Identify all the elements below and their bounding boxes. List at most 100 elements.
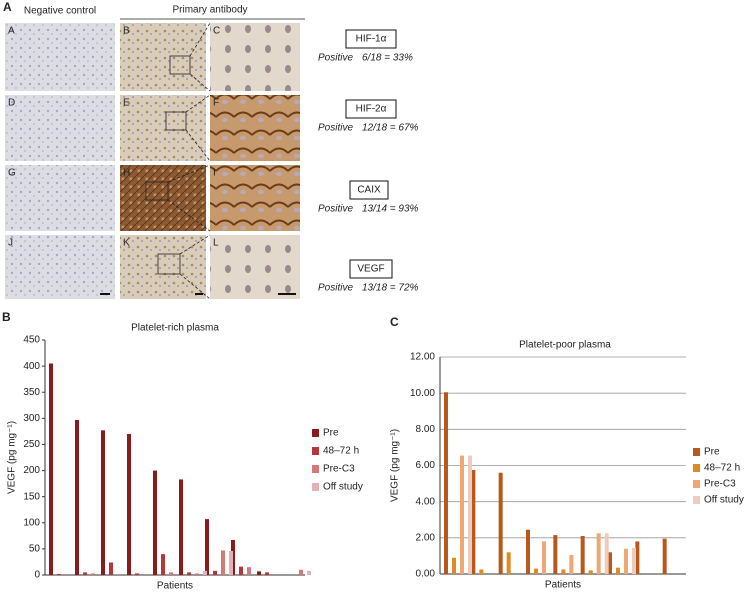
image-letter: F [213,98,219,109]
y-tick-label: 450 [23,335,40,346]
bar [616,567,620,574]
legend-label: Pre [323,428,339,439]
legend-swatch [312,465,319,473]
image [5,165,115,231]
y-axis-label: VEGF (pg mg⁻¹) [390,429,401,502]
legend-swatch [693,448,700,456]
image [210,165,300,231]
legend-label: 48–72 h [323,446,359,457]
legend-label: Pre [704,447,720,458]
bar [580,536,585,574]
legend-swatch [312,483,319,491]
bar [635,541,640,574]
bar [542,541,546,574]
bar [221,550,225,575]
legend-swatch [312,447,319,455]
bar [101,430,105,575]
bar [49,363,53,575]
bar [307,570,311,575]
image-letter: L [213,238,219,249]
result: 13/18 = 72% [362,283,419,294]
y-tick-label: 100 [23,517,40,528]
image [5,95,115,161]
bar [444,392,448,574]
bar [153,470,157,575]
legend-swatch [693,496,700,504]
bar [257,571,261,575]
bar [75,419,79,575]
bar [596,533,601,574]
image [5,23,115,91]
image-letter: J [8,238,13,249]
legend-label: Off study [323,482,363,493]
bar [498,472,503,574]
bar [127,434,131,575]
image [210,235,300,299]
bar [299,569,303,575]
image [120,235,206,299]
bar [506,552,511,574]
image-letter: G [8,168,16,179]
y-tick-label: 2.00 [416,532,436,543]
marker-name: VEGF [357,264,384,275]
panel-label: B [2,310,11,324]
y-axis-label: VEGF (pg mg⁻¹) [7,421,18,494]
bar [468,455,472,574]
bar [161,554,165,575]
bar [561,569,566,574]
image [120,165,206,231]
bar [109,562,113,575]
column-header: Primary antibody [172,5,247,16]
bar [229,550,233,575]
y-tick-label: 0 [34,570,40,581]
y-tick-label: 350 [23,387,40,398]
bar [588,570,593,574]
bar [569,555,574,574]
y-tick-label: 250 [23,439,40,450]
legend-swatch [693,480,700,488]
y-tick-label: 0.00 [416,569,436,580]
bar [553,535,558,574]
bar [632,547,636,574]
column-header: Negative control [24,6,96,17]
image-letter: A [8,26,15,37]
bar [205,519,209,575]
y-tick-label: 12.00 [410,352,435,363]
marker-name: HIF-1α [356,34,387,45]
bar [239,566,243,575]
bar [135,573,139,575]
marker-name: HIF-2α [356,104,387,115]
y-tick-label: 10.00 [410,388,435,399]
bar [479,569,484,574]
bar [247,567,251,575]
image-letter: D [8,98,15,109]
micrographs [5,18,397,300]
image [120,23,206,91]
legend-label: Off study [704,495,744,506]
bar [169,572,173,575]
bar [526,529,530,574]
bar [662,538,667,574]
legend-label: Pre-C3 [704,479,736,490]
positive-label: Positive [318,53,353,64]
bar [534,568,538,574]
legend-swatch [312,429,319,437]
bar [195,573,199,575]
chart-title: Platelet-rich plasma [131,323,219,334]
bar [83,572,87,575]
image [210,95,300,161]
result: 12/18 = 67% [362,123,419,134]
y-tick-label: 400 [23,361,40,372]
y-tick-label: 300 [23,413,40,424]
panel-label: A [3,0,12,14]
legend-swatch [693,464,700,472]
panel-label: C [390,315,399,329]
image-letter: K [123,238,130,249]
positive-label: Positive [318,123,353,134]
bar [608,552,612,574]
y-tick-label: 4.00 [416,496,436,507]
y-tick-label: 50 [29,544,41,555]
bar [179,479,183,575]
bar [57,573,61,575]
image [210,23,300,91]
